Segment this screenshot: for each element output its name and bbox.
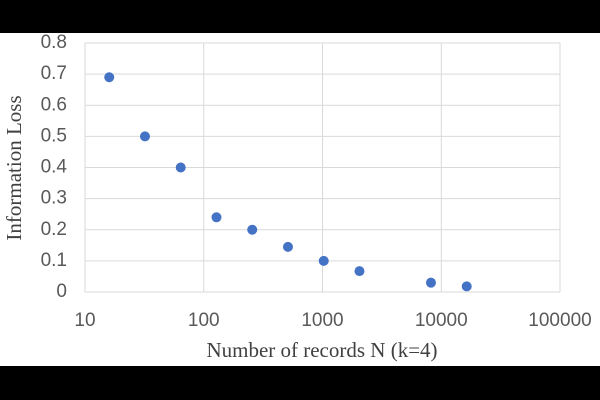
- data-point: [354, 266, 365, 277]
- x-tick-label: 100: [188, 310, 220, 331]
- data-point: [104, 72, 115, 83]
- x-tick-label: 100000: [528, 310, 591, 331]
- x-tick-label: 10000: [415, 310, 468, 331]
- chart-background: [0, 33, 600, 366]
- y-tick-label: 0.7: [41, 63, 67, 84]
- y-tick-label: 0.3: [41, 188, 67, 209]
- x-tick-label: 1000: [301, 310, 343, 331]
- y-tick-label: 0.5: [41, 125, 67, 146]
- data-point: [425, 277, 436, 288]
- data-point: [211, 212, 222, 223]
- y-tick-label: 0.8: [41, 32, 67, 53]
- x-tick-label: 10: [74, 310, 95, 331]
- data-point: [247, 224, 258, 235]
- y-tick-label: 0: [56, 281, 67, 302]
- data-point: [282, 241, 293, 252]
- y-tick-label: 0.2: [41, 219, 67, 240]
- y-tick-label: 0.4: [41, 157, 68, 178]
- x-axis-title: Number of records N (k=4): [206, 338, 437, 362]
- y-axis-title: Information Loss: [2, 95, 26, 240]
- data-point: [175, 162, 186, 173]
- y-tick-label: 0.6: [41, 94, 67, 115]
- y-tick-label: 0.1: [41, 250, 67, 271]
- data-point: [139, 131, 150, 142]
- data-point: [461, 281, 472, 292]
- data-point: [318, 255, 329, 266]
